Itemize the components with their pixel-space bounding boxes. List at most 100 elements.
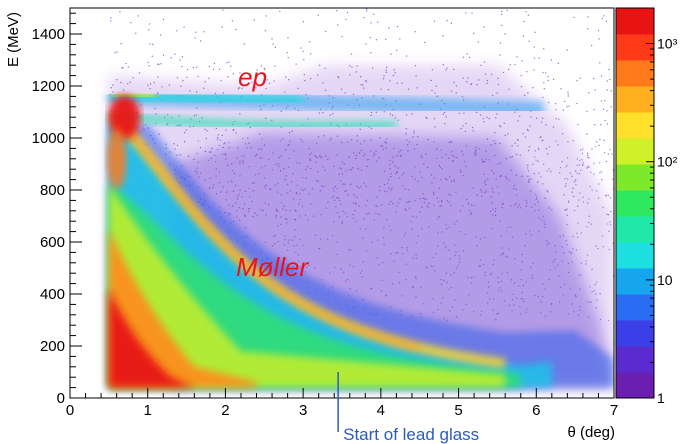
sparse-point <box>520 278 522 281</box>
sparse-point <box>161 86 163 88</box>
sparse-point <box>480 314 482 316</box>
sparse-point <box>280 216 282 218</box>
sparse-point <box>390 176 392 178</box>
sparse-point <box>553 259 556 261</box>
sparse-point <box>265 117 267 119</box>
sparse-point <box>518 204 521 206</box>
sparse-point <box>606 89 608 91</box>
sparse-point <box>542 139 544 141</box>
sparse-point <box>413 130 415 132</box>
sparse-point <box>483 181 486 184</box>
sparse-point <box>434 126 436 128</box>
sparse-point <box>562 109 565 111</box>
sparse-point <box>396 82 398 84</box>
sparse-point <box>547 191 549 193</box>
sparse-point <box>527 175 529 177</box>
sparse-point <box>224 142 226 144</box>
sparse-point <box>185 129 187 131</box>
sparse-point <box>579 159 581 162</box>
sparse-point <box>462 309 464 311</box>
sparse-point <box>590 171 592 173</box>
sparse-point <box>518 285 520 287</box>
sparse-point <box>428 226 430 228</box>
sparse-point <box>505 255 507 257</box>
sparse-point <box>506 272 509 274</box>
sparse-point <box>385 295 387 297</box>
sparse-point <box>336 154 338 156</box>
sparse-point <box>298 260 300 262</box>
sparse-point <box>496 186 498 188</box>
sparse-point <box>359 128 361 130</box>
sparse-point <box>495 319 497 321</box>
sparse-point <box>462 96 464 98</box>
sparse-point <box>516 297 518 299</box>
sparse-point <box>500 13 503 15</box>
x-tick-label: 3 <box>299 402 307 419</box>
sparse-point <box>484 274 486 277</box>
sparse-point <box>401 82 403 84</box>
sparse-point <box>350 168 353 171</box>
sparse-point <box>385 142 387 144</box>
sparse-point <box>170 57 172 59</box>
sparse-point <box>557 144 559 146</box>
sparse-point <box>486 138 489 140</box>
sparse-point <box>566 214 568 216</box>
sparse-point <box>248 187 250 190</box>
sparse-point <box>368 159 370 161</box>
y-tick-label: 1000 <box>32 130 65 147</box>
sparse-point <box>227 181 229 183</box>
sparse-point <box>605 160 607 163</box>
sparse-point <box>239 72 241 74</box>
sparse-point <box>258 133 261 135</box>
sparse-point <box>388 225 391 227</box>
sparse-point <box>571 303 573 305</box>
sparse-point <box>233 128 235 131</box>
sparse-point <box>437 309 439 311</box>
sparse-point <box>599 62 601 64</box>
sparse-point <box>183 26 185 28</box>
sparse-point <box>527 164 529 166</box>
sparse-point <box>255 87 257 89</box>
sparse-point <box>336 253 338 256</box>
sparse-point <box>466 198 468 201</box>
sparse-point <box>514 63 516 66</box>
sparse-point <box>606 123 608 125</box>
colorbar-bin <box>616 8 654 35</box>
sparse-point <box>540 176 542 178</box>
sparse-point <box>349 183 352 185</box>
sparse-point <box>531 206 533 208</box>
sparse-point <box>432 298 434 300</box>
sparse-point <box>283 244 286 246</box>
sparse-point <box>434 270 436 272</box>
sparse-point <box>588 157 590 159</box>
sparse-point <box>443 279 445 282</box>
sparse-point <box>353 152 355 154</box>
sparse-point <box>590 223 593 225</box>
sparse-point <box>154 107 156 110</box>
sparse-point <box>534 210 536 212</box>
sparse-point <box>491 73 493 75</box>
sparse-point <box>593 108 595 111</box>
sparse-point <box>265 184 267 186</box>
sparse-point <box>342 183 344 185</box>
sparse-point <box>339 199 341 202</box>
sparse-point <box>600 124 602 126</box>
sparse-point <box>507 133 509 135</box>
sparse-point <box>260 167 263 169</box>
sparse-point <box>382 78 385 80</box>
sparse-point <box>433 141 435 143</box>
sparse-point <box>449 176 451 178</box>
sparse-point <box>370 139 372 141</box>
sparse-point <box>204 179 206 182</box>
sparse-point <box>371 288 373 290</box>
sparse-point <box>183 141 186 143</box>
sparse-point <box>555 118 557 120</box>
sparse-point <box>196 167 198 169</box>
sparse-point <box>408 189 410 191</box>
sparse-point <box>402 185 404 187</box>
sparse-point <box>147 61 149 64</box>
sparse-point <box>176 30 178 32</box>
sparse-point <box>453 68 455 71</box>
sparse-point <box>244 215 247 217</box>
sparse-point <box>547 79 549 82</box>
